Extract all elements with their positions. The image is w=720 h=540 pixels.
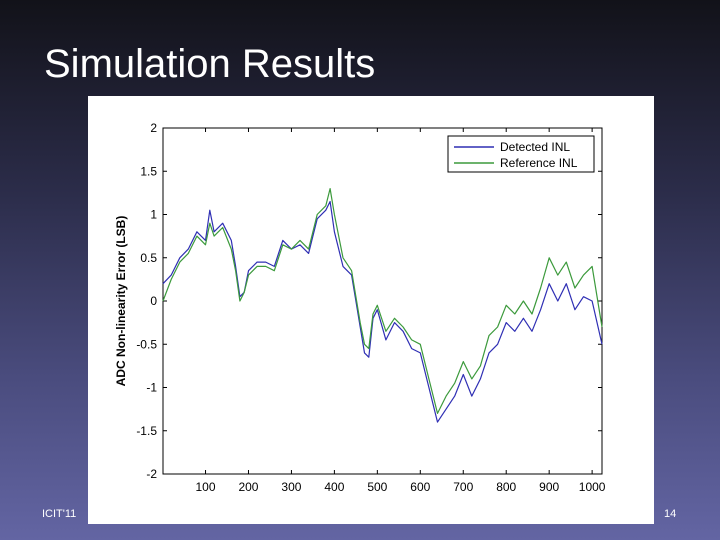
y-tick-label: 0.5 [140,251,157,265]
x-tick-label: 600 [410,480,430,494]
legend-entry-label: Detected INL [500,140,570,154]
series-line-reference-inl [162,187,603,414]
x-tick-label: 700 [453,480,473,494]
legend-box [447,135,595,173]
x-tick-label: 500 [367,480,387,494]
x-tick-label: 400 [324,480,344,494]
legend-entry-label: Reference INL [500,156,578,170]
x-tick-label: 300 [281,480,301,494]
x-tick-label: 900 [539,480,559,494]
y-axis-label: ADC Non-linearity Error (LSB) [114,216,128,387]
x-tick-label: 800 [496,480,516,494]
series-line-detected-inl [162,200,603,423]
chart-figure: 100 200 300 400 500 600 700 800 900 1000 -2 -1.5 -1 -… [88,96,654,524]
y-tick-label: -2 [146,467,157,481]
slide-page-number: 14 [664,508,677,520]
x-tick-label: 1000 [579,480,606,494]
y-tick-label: 2 [150,121,157,135]
y-tick-label: -0.5 [136,337,157,351]
y-tick-label: -1 [146,381,157,395]
footer-conference-label: ICIT'11 [42,508,77,520]
chart-svg: 100 200 300 400 500 600 700 800 900 1000 -2 -1.5 -1 -… [114,121,606,494]
y-tick-label: 1 [150,208,157,222]
slide-title: Simulation Results [44,42,376,86]
y-tick-label: 0 [150,294,157,308]
y-tick-label: 1.5 [140,164,157,178]
y-tick-label: -1.5 [136,424,157,438]
x-tick-label: 100 [196,480,216,494]
x-tick-label: 200 [238,480,258,494]
